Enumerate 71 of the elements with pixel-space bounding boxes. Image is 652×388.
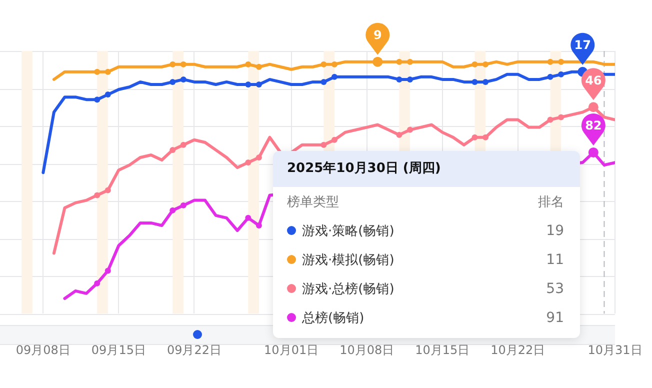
- annotation: 53: [546, 280, 564, 296]
- point: [170, 207, 176, 214]
- point: [170, 61, 176, 68]
- point: [180, 202, 186, 208]
- legend-label: 游戏·策略(畅销): [301, 222, 394, 240]
- point: [482, 61, 489, 68]
- point: [256, 64, 262, 70]
- point: [170, 78, 176, 85]
- point: [407, 126, 413, 133]
- x-tick-label: 10月31日: [588, 342, 642, 357]
- x-tick-label: 09月08日: [16, 342, 70, 357]
- point: [482, 134, 489, 140]
- point: [547, 74, 554, 80]
- point: [245, 81, 252, 88]
- legend-label: 游戏·模拟(畅销): [301, 252, 394, 268]
- point: [331, 61, 338, 68]
- annotation: 19: [546, 222, 564, 238]
- point: [472, 61, 478, 68]
- annotation: 46: [585, 73, 602, 88]
- point: [256, 222, 262, 228]
- legend-label: 游戏·总榜(畅销): [301, 280, 394, 298]
- point: [245, 61, 252, 68]
- point: [472, 134, 478, 140]
- point: [94, 68, 100, 75]
- point: [320, 142, 327, 148]
- point: [547, 58, 554, 65]
- point: [407, 76, 413, 82]
- point: [547, 116, 554, 123]
- point: [180, 142, 186, 148]
- x-tick-label: 09月22日: [166, 342, 222, 357]
- point: [320, 61, 327, 68]
- point: [558, 114, 564, 120]
- point: [180, 61, 186, 68]
- point: [407, 58, 413, 65]
- point: [256, 154, 262, 160]
- x-tick-label: 10月08日: [340, 342, 394, 357]
- annotation: 11: [546, 252, 564, 268]
- point: [558, 58, 564, 65]
- x-tick-label: 10月22日: [490, 342, 546, 357]
- annotation: 2025年10月30日 (周四): [273, 151, 580, 187]
- point: [256, 81, 262, 88]
- point: [170, 146, 176, 153]
- point: [396, 58, 402, 65]
- point: [331, 136, 338, 143]
- point: [94, 96, 100, 103]
- x-tick-label: 09月15日: [91, 342, 146, 357]
- point: [245, 214, 252, 221]
- point: [396, 132, 402, 138]
- point: [320, 78, 327, 85]
- legend-label: 总榜(畅销): [301, 310, 364, 326]
- point: [396, 76, 402, 82]
- annotation: 82: [585, 118, 602, 133]
- point: [472, 78, 478, 85]
- point: [104, 187, 111, 194]
- annotation: 榜单类型: [287, 194, 339, 210]
- point: [331, 74, 338, 80]
- point: [94, 192, 100, 198]
- annotation: 排名: [538, 194, 564, 210]
- x-tick-label: 10月01日: [264, 342, 319, 357]
- point: [558, 71, 564, 78]
- point: [104, 68, 111, 75]
- point: [180, 76, 186, 82]
- annotation: 17: [574, 38, 591, 52]
- point: [104, 92, 111, 98]
- annotation: 91: [546, 310, 564, 326]
- annotation: 9: [373, 28, 382, 42]
- point: [482, 78, 489, 85]
- point: [245, 160, 252, 166]
- x-tick-label: 10月15日: [415, 342, 470, 357]
- point: [104, 268, 111, 274]
- point: [94, 280, 100, 286]
